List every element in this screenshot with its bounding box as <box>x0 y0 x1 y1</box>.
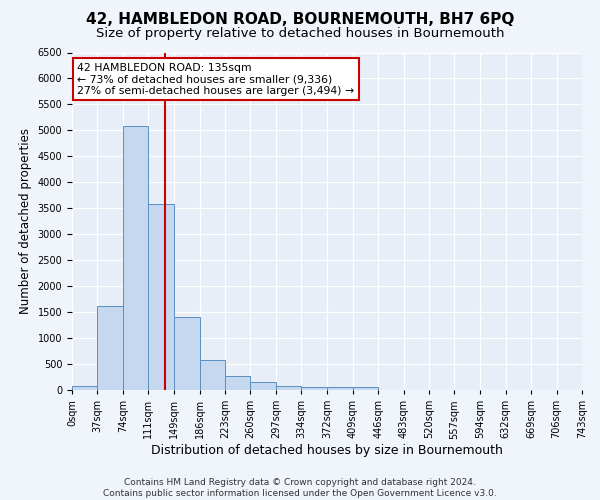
Bar <box>200 360 225 390</box>
Bar <box>97 306 123 390</box>
Bar <box>301 388 328 390</box>
Text: Size of property relative to detached houses in Bournemouth: Size of property relative to detached ho… <box>96 28 504 40</box>
Bar <box>353 388 378 390</box>
Bar <box>148 204 174 390</box>
Text: Contains HM Land Registry data © Crown copyright and database right 2024.
Contai: Contains HM Land Registry data © Crown c… <box>103 478 497 498</box>
Bar <box>276 386 301 390</box>
Bar <box>72 386 97 390</box>
Text: 42 HAMBLEDON ROAD: 135sqm
← 73% of detached houses are smaller (9,336)
27% of se: 42 HAMBLEDON ROAD: 135sqm ← 73% of detac… <box>77 62 354 96</box>
Bar <box>250 382 276 390</box>
Y-axis label: Number of detached properties: Number of detached properties <box>19 128 32 314</box>
X-axis label: Distribution of detached houses by size in Bournemouth: Distribution of detached houses by size … <box>151 444 503 457</box>
Bar <box>123 126 148 390</box>
Bar <box>328 388 353 390</box>
Bar <box>174 318 200 390</box>
Text: 42, HAMBLEDON ROAD, BOURNEMOUTH, BH7 6PQ: 42, HAMBLEDON ROAD, BOURNEMOUTH, BH7 6PQ <box>86 12 514 28</box>
Bar <box>225 376 250 390</box>
